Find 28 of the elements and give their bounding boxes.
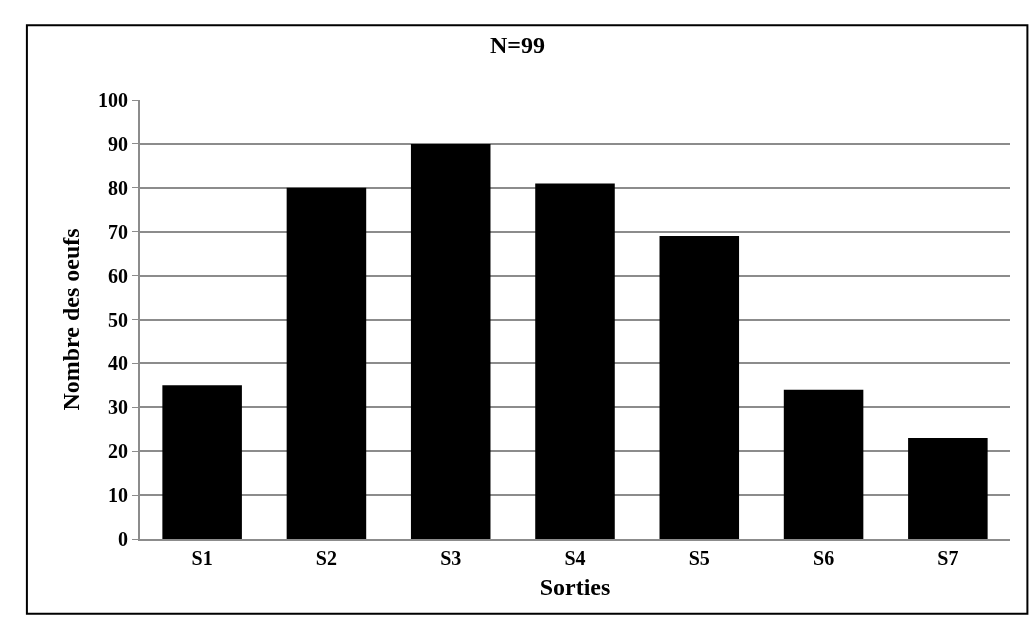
y-tick-label: 40 <box>108 352 128 375</box>
x-tick-label: S6 <box>813 547 835 569</box>
y-tick-label: 30 <box>108 396 128 419</box>
x-tick-label: S4 <box>564 547 586 569</box>
bar <box>286 187 367 539</box>
y-tick-label: 10 <box>108 484 128 507</box>
x-tick-label: S1 <box>191 547 213 569</box>
y-tick-label: 80 <box>108 176 128 199</box>
bar <box>659 236 740 539</box>
y-tick-label: 50 <box>108 308 128 331</box>
bar <box>410 143 491 539</box>
y-tick-label: 60 <box>108 264 128 287</box>
x-tick-label: S7 <box>937 547 959 569</box>
bar <box>783 389 864 539</box>
y-tick-label: 0 <box>118 528 128 550</box>
chart-title: N=99 <box>489 31 546 58</box>
x-tick-label: S3 <box>440 547 462 569</box>
y-axis-title: Nombre des oeufs <box>57 228 84 411</box>
y-tick-label: 20 <box>108 440 128 463</box>
x-tick-label: S5 <box>688 547 710 569</box>
bar <box>908 438 988 539</box>
x-axis-title: Sorties <box>539 573 611 600</box>
y-tick-label: 70 <box>108 220 128 243</box>
y-tick-label: 90 <box>108 132 128 155</box>
y-tick-label: 100 <box>98 89 128 111</box>
bar <box>535 183 615 539</box>
x-tick-label: S2 <box>315 547 337 569</box>
bar <box>162 385 242 539</box>
